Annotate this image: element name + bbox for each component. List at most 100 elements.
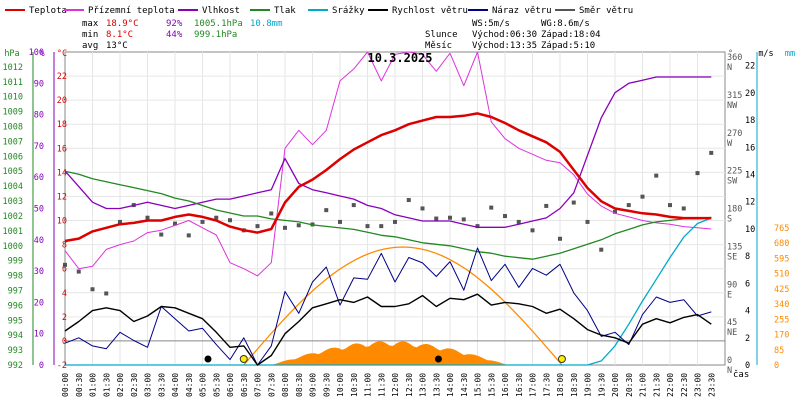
wind-direction-point	[434, 216, 439, 221]
direction-axis-tick: 225	[727, 167, 742, 177]
wind-direction-point	[283, 225, 287, 230]
legend-label-4: Srážky	[332, 6, 365, 16]
chart-title: 10.3.2025	[367, 51, 432, 65]
x-tick-label: 02:30	[130, 373, 139, 397]
direction-axis-tick: 45	[727, 318, 737, 328]
temperature-axis-tick: 18	[57, 120, 67, 130]
wind-direction-point	[200, 219, 205, 224]
min-pressure: 999.1hPa	[194, 30, 237, 40]
wind-direction-point	[351, 203, 356, 208]
max-temperature: 18.9°C	[106, 19, 139, 29]
max-pressure: 1005.1hPa	[194, 19, 243, 29]
moon-set: Západ:5:10	[541, 41, 595, 51]
rain-axis-tick: 340	[774, 300, 789, 310]
x-tick-label: 04:00	[171, 373, 180, 397]
direction-axis-unit: °	[728, 49, 733, 59]
rain-axis-tick: 595	[774, 254, 789, 264]
wind-direction-point	[379, 224, 384, 229]
sun-rise: Východ:06:30	[472, 30, 537, 40]
wind-direction-point	[558, 236, 562, 241]
min-temperature: 8.1°C	[106, 30, 133, 40]
temperature-axis-tick: 12	[57, 192, 67, 202]
y-axes: 9929939949959969979989991000100110021003…	[3, 48, 796, 376]
rain-axis-unit: mm	[785, 49, 795, 59]
x-tick-label: 13:00	[419, 373, 428, 397]
x-tick-label: 21:30	[652, 373, 661, 397]
x-tick-label: 06:30	[240, 373, 249, 397]
wind-axis-tick: 6	[745, 279, 750, 289]
wind-direction-point	[255, 224, 260, 229]
x-tick-label: 06:00	[226, 373, 235, 397]
pressure-axis-tick: 1011	[3, 78, 23, 88]
pressure-axis-tick: 1001	[3, 227, 23, 237]
humidity-axis-tick: 10	[34, 330, 44, 340]
x-tick-label: 01:00	[89, 373, 98, 397]
x-tick-label: 08:30	[295, 373, 304, 397]
rain-line	[65, 217, 712, 366]
pressure-axis-tick: 993	[8, 346, 23, 356]
wind-axis-tick: 4	[745, 307, 750, 317]
pressure-axis-tick: 994	[8, 331, 23, 341]
x-tick-label: 23:00	[694, 373, 703, 397]
direction-axis-tick: 0	[727, 356, 732, 366]
moonrise-marker	[434, 355, 442, 363]
direction-axis-label: W	[727, 139, 733, 149]
pressure-axis-tick: 1009	[3, 108, 23, 118]
pressure-axis-tick: 1007	[3, 137, 23, 147]
pressure-axis-tick: 996	[8, 301, 23, 311]
wind-direction-point	[63, 262, 67, 267]
wind-speed-line	[64, 293, 712, 366]
wind-direction-point	[186, 233, 191, 238]
wind-direction-point	[448, 215, 452, 220]
temperature-axis-tick: 16	[57, 144, 67, 154]
x-tick-label: 01:30	[102, 373, 111, 397]
x-tick-label: 11:00	[364, 373, 373, 397]
x-axis-label: čas	[733, 369, 749, 380]
x-tick-label: 07:30	[267, 373, 276, 397]
direction-axis-label: SW	[727, 177, 738, 187]
wind-direction-point	[104, 291, 109, 296]
x-tick-label: 00:30	[75, 373, 84, 397]
sunset-marker	[557, 355, 566, 363]
x-tick-label: 05:30	[212, 373, 221, 397]
temperature-axis-tick: 8	[62, 241, 67, 251]
legend-label-0: Teplota	[29, 6, 67, 16]
x-tick-label: 16:30	[515, 373, 524, 397]
wind-direction-point	[668, 203, 672, 208]
x-tick-label: 20:00	[611, 373, 620, 397]
direction-axis-label: N	[727, 366, 732, 376]
wind-direction-point	[489, 205, 494, 210]
humidity-line	[64, 76, 712, 228]
max-humidity: 92%	[166, 19, 183, 29]
temperature-axis-tick: 2	[62, 313, 67, 323]
temperature-axis-tick: 6	[62, 265, 67, 275]
wind-direction-point	[544, 203, 549, 208]
moon-rise: Východ:13:35	[472, 41, 537, 51]
humidity-axis-tick: 20	[34, 298, 44, 308]
x-tick-label: 02:00	[116, 373, 125, 397]
sunrise-marker	[239, 355, 248, 363]
x-tick-label: 07:00	[254, 373, 263, 397]
temperature-axis-tick: 14	[57, 168, 67, 178]
direction-axis-tick: 90	[727, 280, 737, 290]
wind-direction-point	[228, 218, 232, 223]
wind-direction-point	[118, 219, 122, 224]
plot-area	[63, 51, 714, 366]
x-tick-label: 05:00	[199, 373, 208, 397]
wind-direction-point	[159, 232, 164, 237]
x-tick-label: 12:00	[391, 373, 400, 397]
pressure-axis-tick: 1000	[3, 242, 23, 252]
temperature-line	[64, 112, 712, 243]
direction-axis-tick: 360	[727, 53, 742, 63]
rain-axis-tick: 85	[774, 346, 784, 356]
wind-direction-point	[654, 173, 659, 178]
temperature-axis-tick: 22	[57, 72, 67, 82]
x-tick-label: 18:00	[556, 373, 565, 397]
x-tick-label: 19:00	[584, 373, 593, 397]
avg-label: avg	[82, 41, 98, 51]
pressure-axis-tick: 998	[8, 272, 23, 282]
pressure-axis-tick: 995	[8, 316, 23, 326]
x-tick-label: 22:30	[680, 373, 689, 397]
legend-label-5: Rychlost větru	[392, 6, 468, 16]
humidity-axis-tick: 30	[34, 267, 44, 277]
